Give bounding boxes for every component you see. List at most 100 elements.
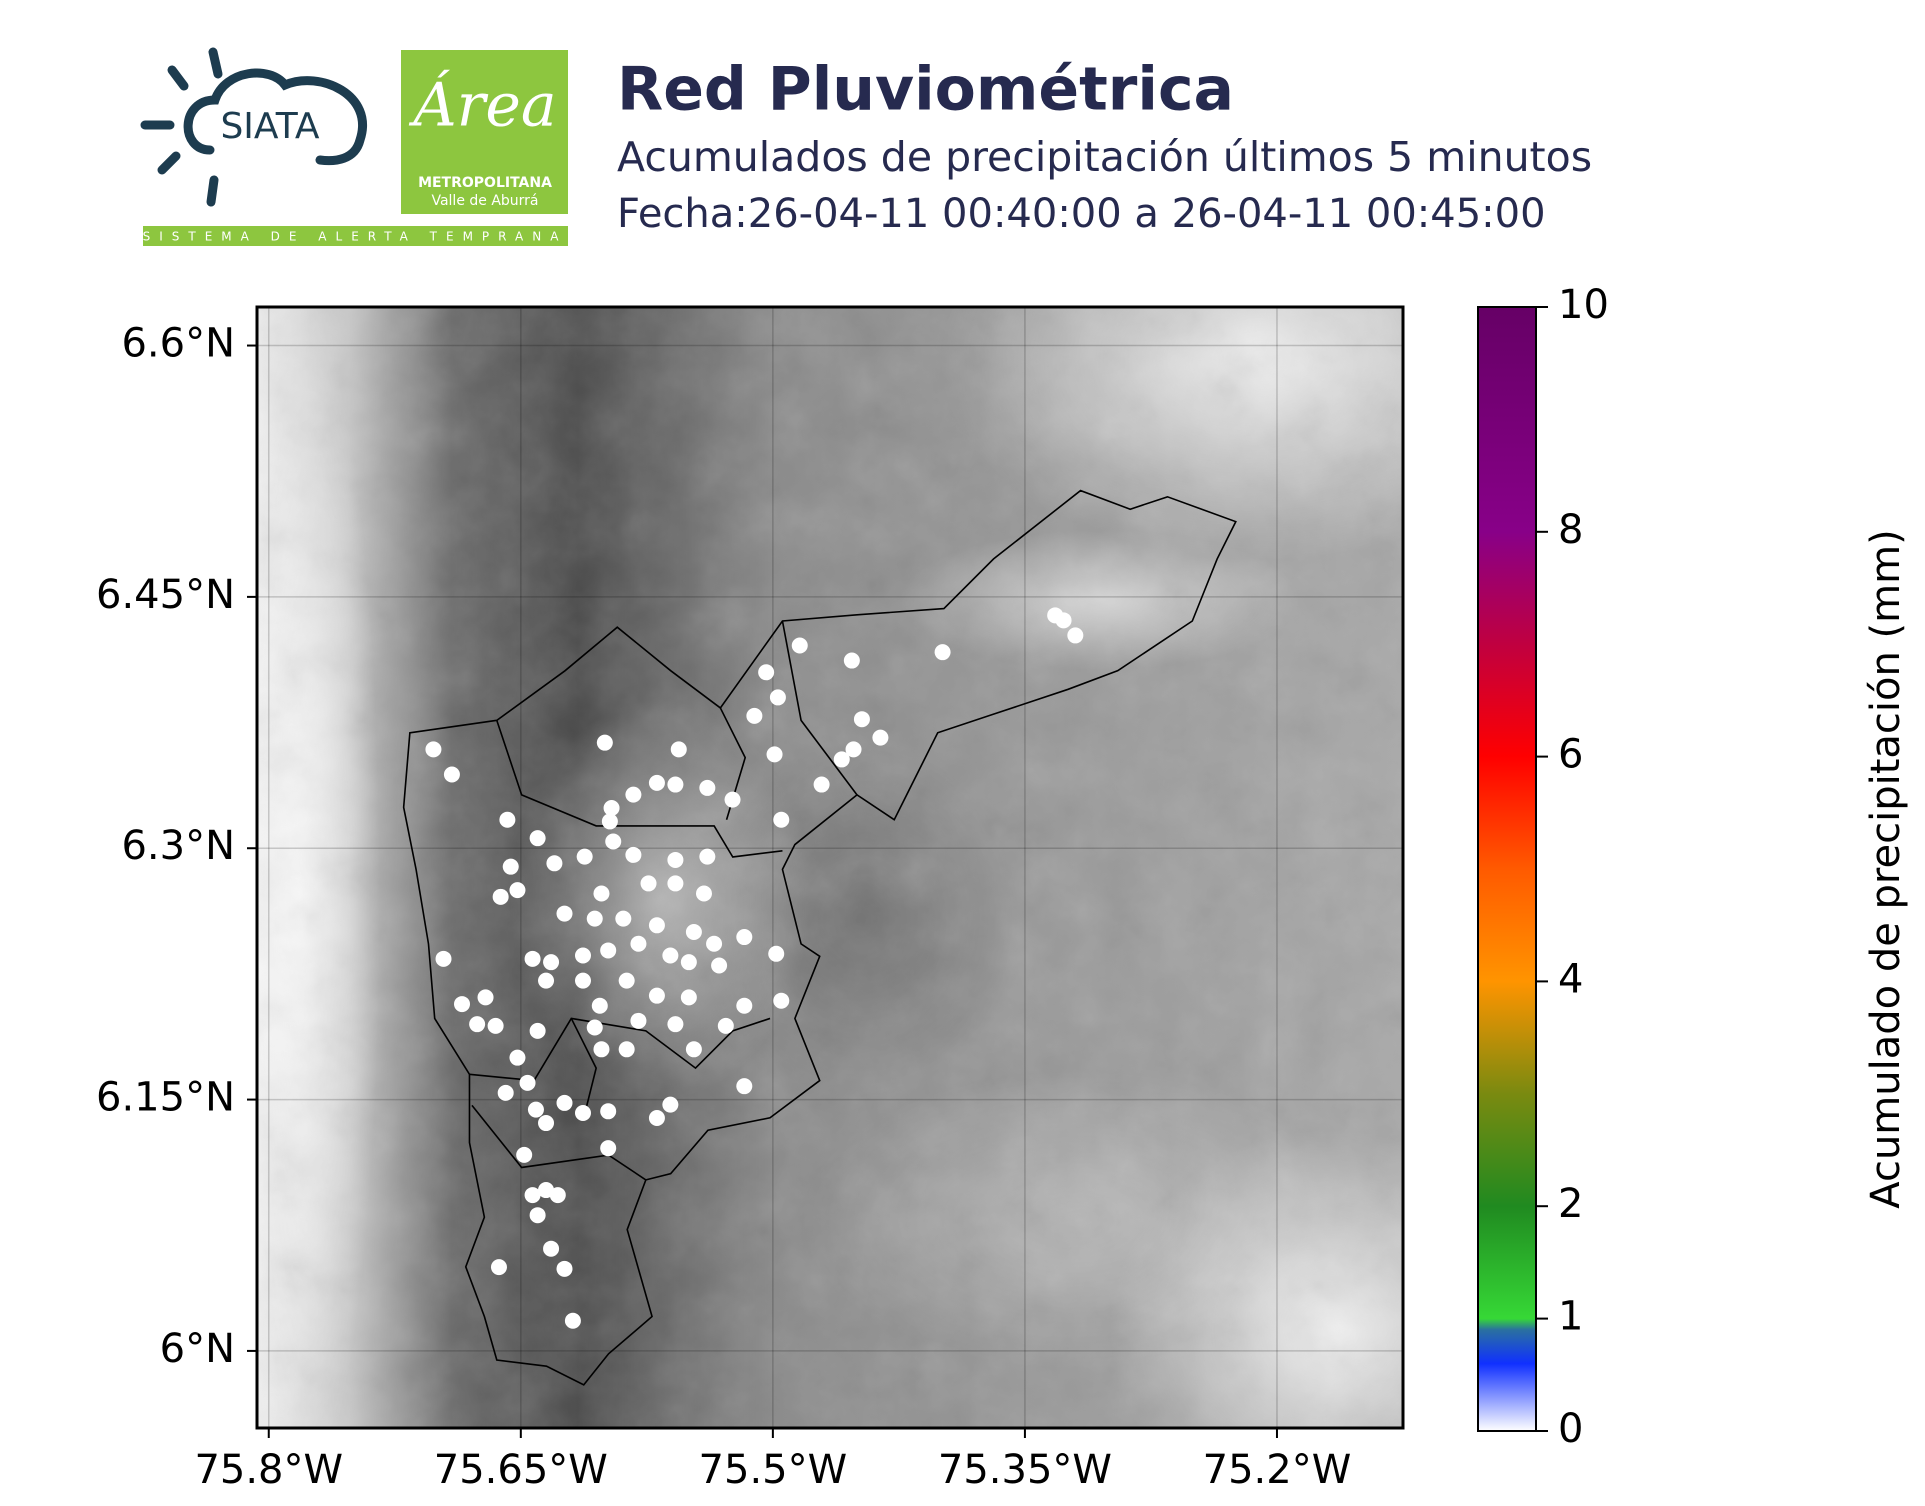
station bbox=[499, 811, 516, 828]
axes-frame bbox=[255, 305, 1405, 1430]
colorbar-tick-label: 4 bbox=[1558, 956, 1583, 1002]
station bbox=[791, 637, 808, 654]
station bbox=[543, 1240, 560, 1257]
station bbox=[667, 851, 684, 868]
station bbox=[872, 729, 889, 746]
terrain bbox=[257, 307, 1403, 1428]
station bbox=[425, 741, 442, 758]
station bbox=[746, 707, 763, 724]
x-tick-label: 75.65°W bbox=[434, 1447, 608, 1493]
station bbox=[769, 689, 786, 706]
station bbox=[736, 1078, 753, 1095]
station bbox=[529, 1022, 546, 1039]
station bbox=[1055, 612, 1072, 629]
station bbox=[516, 1146, 533, 1163]
station bbox=[600, 1103, 617, 1120]
title: Red Pluviométrica bbox=[617, 55, 1234, 125]
station bbox=[603, 800, 620, 817]
station bbox=[699, 779, 716, 796]
station bbox=[492, 888, 509, 905]
station bbox=[667, 1016, 684, 1033]
station bbox=[546, 855, 563, 872]
logo-text: METROPOLITANA bbox=[418, 175, 552, 191]
stations bbox=[425, 607, 1084, 1329]
station bbox=[662, 1096, 679, 1113]
station bbox=[605, 833, 622, 850]
station bbox=[711, 957, 728, 974]
colorbar-tick-label: 2 bbox=[1558, 1181, 1583, 1227]
y-tick-label: 6°N bbox=[160, 1326, 235, 1372]
station bbox=[435, 950, 452, 967]
station bbox=[736, 997, 753, 1014]
colorbar-tick-label: 8 bbox=[1558, 507, 1583, 553]
station bbox=[648, 987, 665, 1004]
station bbox=[845, 741, 862, 758]
station bbox=[524, 1187, 541, 1204]
station bbox=[618, 972, 635, 989]
station bbox=[524, 950, 541, 967]
station bbox=[699, 848, 716, 865]
station bbox=[543, 954, 560, 971]
colorbar bbox=[1477, 306, 1537, 1432]
station bbox=[630, 935, 647, 952]
grid bbox=[257, 307, 1403, 1428]
logo-text: Valle de Aburrá bbox=[431, 193, 538, 209]
station bbox=[758, 664, 775, 681]
station bbox=[695, 885, 712, 902]
station bbox=[615, 910, 632, 927]
station bbox=[600, 942, 617, 959]
station bbox=[724, 791, 741, 808]
x-tick-label: 75.2°W bbox=[1203, 1447, 1352, 1493]
station bbox=[717, 1017, 734, 1034]
station bbox=[640, 875, 657, 892]
station bbox=[556, 1260, 573, 1277]
logo-siata bbox=[140, 47, 367, 207]
colorbar-label: Acumulado de precipitación (mm) bbox=[1863, 529, 1909, 1208]
station bbox=[529, 1207, 546, 1224]
colorbar-tick-label: 0 bbox=[1558, 1406, 1583, 1452]
station bbox=[773, 811, 790, 828]
station bbox=[490, 1259, 507, 1276]
logo-text: SISTEMA DE ALERTA TEMPRANA bbox=[143, 230, 568, 244]
station bbox=[509, 1049, 526, 1066]
station bbox=[766, 746, 783, 763]
station bbox=[574, 947, 591, 964]
station bbox=[680, 954, 697, 971]
station bbox=[556, 1094, 573, 1111]
y-tick-label: 6.3°N bbox=[121, 823, 235, 869]
station bbox=[443, 766, 460, 783]
station bbox=[574, 1104, 591, 1121]
station bbox=[853, 711, 870, 728]
station bbox=[648, 1110, 665, 1127]
station bbox=[736, 929, 753, 946]
station bbox=[576, 848, 593, 865]
station bbox=[600, 1140, 617, 1157]
y-tick-label: 6.6°N bbox=[121, 321, 235, 367]
colorbar-tick-label: 6 bbox=[1558, 732, 1583, 778]
logo-area bbox=[401, 50, 568, 214]
station bbox=[833, 751, 850, 768]
ticks: 75.8°W 75.65°W 75.5°W 75.35°W 75.2°W 6.6°N 6.4… bbox=[96, 282, 1609, 1493]
station bbox=[469, 1016, 486, 1033]
station bbox=[519, 1074, 536, 1091]
station bbox=[538, 972, 555, 989]
station bbox=[618, 1041, 635, 1058]
station bbox=[502, 858, 519, 875]
station bbox=[843, 652, 860, 669]
station bbox=[648, 774, 665, 791]
date: Fecha:26-04-11 00:40:00 a 26-04-11 00:45… bbox=[617, 191, 1546, 237]
station bbox=[1067, 627, 1084, 644]
boundaries bbox=[402, 489, 1237, 1386]
station bbox=[680, 989, 697, 1006]
station bbox=[497, 1084, 514, 1101]
station bbox=[648, 917, 665, 934]
station bbox=[454, 996, 471, 1013]
station bbox=[593, 885, 610, 902]
station bbox=[768, 945, 785, 962]
station bbox=[630, 1012, 647, 1029]
station bbox=[586, 910, 603, 927]
station bbox=[813, 776, 830, 793]
station bbox=[934, 644, 951, 661]
station bbox=[574, 972, 591, 989]
